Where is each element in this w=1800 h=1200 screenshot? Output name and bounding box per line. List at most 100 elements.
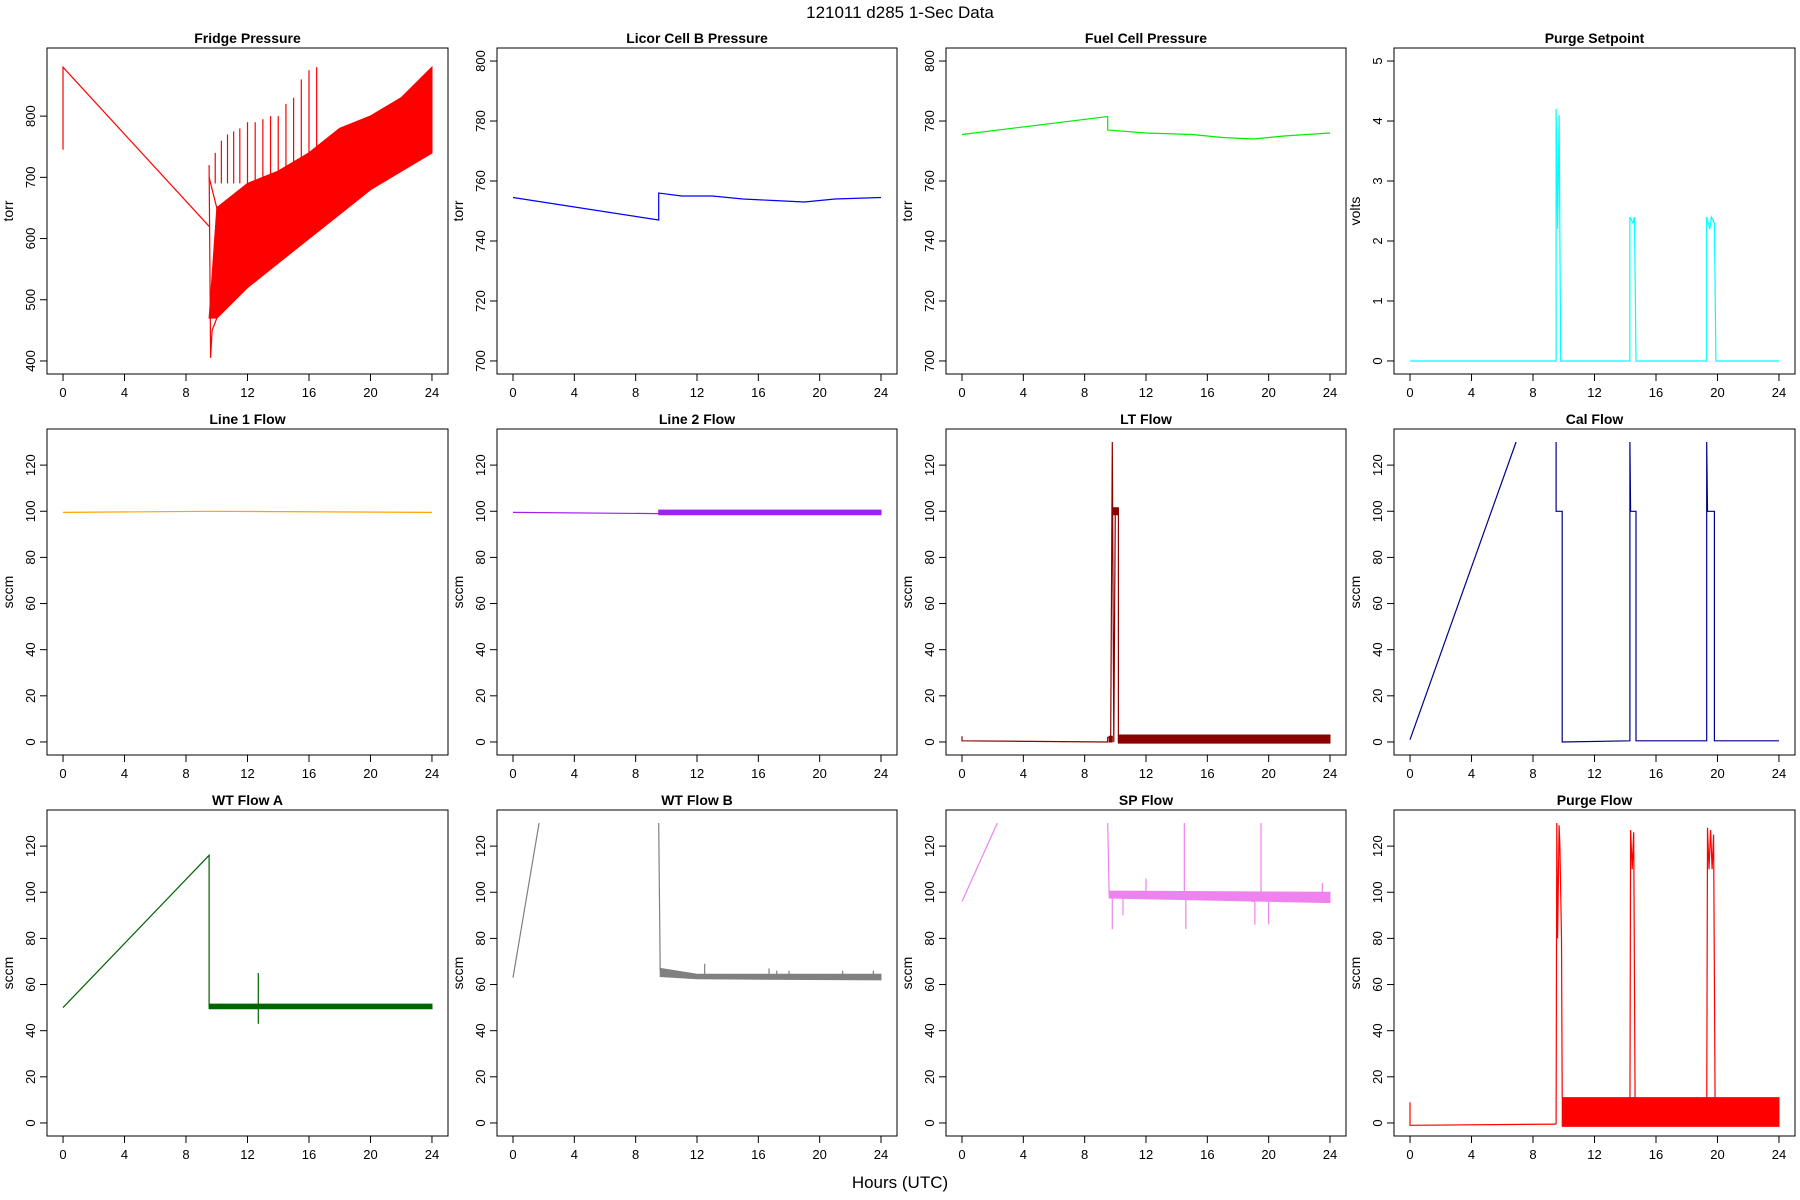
panel-title: Purge Flow bbox=[1557, 792, 1633, 808]
y-tick-label: 5 bbox=[1370, 57, 1385, 64]
chart-panel: Cal Flow sccm 0 4 8 12 16 20 24 0 20 40 60 80 100 120 bbox=[1347, 411, 1796, 781]
chart-panel: Purge Flow sccm 0 4 8 12 16 20 24 0 20 40 60 80 100 120 bbox=[1347, 792, 1796, 1162]
x-tick-label: 24 bbox=[425, 766, 439, 781]
panel-title: SP Flow bbox=[1119, 792, 1173, 808]
x-tick-label: 4 bbox=[1468, 766, 1475, 781]
y-tick-label: 20 bbox=[922, 689, 937, 703]
x-tick-label: 16 bbox=[751, 1147, 765, 1162]
y-tick-label: 20 bbox=[23, 1070, 38, 1084]
y-tick-label: 100 bbox=[922, 500, 937, 522]
y-tick-label: 120 bbox=[922, 454, 937, 476]
x-tick-label: 4 bbox=[571, 385, 578, 400]
x-tick-label: 0 bbox=[1406, 385, 1413, 400]
x-tick-label: 16 bbox=[1649, 385, 1663, 400]
x-tick-label: 12 bbox=[1587, 766, 1601, 781]
y-tick-label: 0 bbox=[23, 738, 38, 745]
x-tick-label: 20 bbox=[363, 1147, 377, 1162]
series-line bbox=[1555, 441, 1779, 743]
x-tick-label: 12 bbox=[690, 1147, 704, 1162]
y-axis-label: torr bbox=[899, 200, 915, 221]
x-tick-label: 12 bbox=[1139, 766, 1153, 781]
series-group bbox=[62, 510, 433, 514]
x-tick-label: 12 bbox=[1587, 385, 1601, 400]
x-tick-label: 8 bbox=[1529, 385, 1536, 400]
x-tick-label: 4 bbox=[571, 1147, 578, 1162]
x-tick-label: 4 bbox=[1020, 1147, 1027, 1162]
y-tick-label: 80 bbox=[922, 550, 937, 564]
x-tick-label: 4 bbox=[121, 1147, 128, 1162]
series-line bbox=[658, 822, 882, 979]
y-tick-label: 0 bbox=[1370, 357, 1385, 364]
y-tick-label: 40 bbox=[922, 1023, 937, 1037]
y-tick-label: 740 bbox=[922, 230, 937, 252]
y-tick-label: 40 bbox=[922, 642, 937, 656]
y-axis-label: sccm bbox=[899, 957, 915, 990]
x-tick-label: 8 bbox=[1081, 385, 1088, 400]
series-line bbox=[1706, 827, 1716, 1124]
x-tick-label: 20 bbox=[363, 766, 377, 781]
series-line bbox=[1107, 822, 1331, 903]
y-tick-label: 2 bbox=[1370, 237, 1385, 244]
x-tick-label: 0 bbox=[59, 766, 66, 781]
y-tick-label: 80 bbox=[473, 931, 488, 945]
y-tick-label: 60 bbox=[473, 977, 488, 991]
y-tick-label: 20 bbox=[23, 689, 38, 703]
y-axis-label: sccm bbox=[450, 957, 466, 990]
y-axis-label: volts bbox=[1347, 197, 1363, 226]
y-tick-label: 400 bbox=[23, 350, 38, 372]
x-tick-label: 12 bbox=[690, 385, 704, 400]
y-tick-label: 80 bbox=[1370, 931, 1385, 945]
y-tick-label: 60 bbox=[23, 977, 38, 991]
x-tick-label: 20 bbox=[1710, 766, 1724, 781]
x-tick-label: 12 bbox=[240, 766, 254, 781]
y-axis-label: torr bbox=[450, 200, 466, 221]
panel-title: Line 2 Flow bbox=[659, 411, 735, 427]
x-tick-label: 0 bbox=[958, 1147, 965, 1162]
x-tick-label: 4 bbox=[121, 766, 128, 781]
y-tick-label: 60 bbox=[473, 596, 488, 610]
y-tick-label: 60 bbox=[922, 977, 937, 991]
x-tick-label: 20 bbox=[812, 1147, 826, 1162]
x-tick-label: 0 bbox=[1406, 1147, 1413, 1162]
figure-title: 121011 d285 1-Sec Data bbox=[806, 3, 994, 22]
series-group bbox=[512, 192, 882, 221]
x-tick-label: 16 bbox=[751, 385, 765, 400]
x-tick-label: 16 bbox=[1649, 766, 1663, 781]
y-tick-label: 780 bbox=[473, 110, 488, 132]
y-axis-label: sccm bbox=[899, 576, 915, 609]
y-tick-label: 40 bbox=[23, 642, 38, 656]
x-tick-label: 20 bbox=[363, 385, 377, 400]
series-band bbox=[659, 967, 882, 981]
y-tick-label: 40 bbox=[473, 1023, 488, 1037]
series-group bbox=[1409, 441, 1779, 743]
series-line bbox=[1629, 829, 1636, 1124]
x-tick-label: 8 bbox=[632, 1147, 639, 1162]
y-tick-label: 720 bbox=[922, 290, 937, 312]
series-band bbox=[1561, 1097, 1780, 1127]
x-tick-label: 12 bbox=[690, 766, 704, 781]
y-tick-label: 120 bbox=[23, 454, 38, 476]
y-tick-label: 120 bbox=[1370, 835, 1385, 857]
y-tick-label: 80 bbox=[473, 550, 488, 564]
x-tick-label: 8 bbox=[632, 385, 639, 400]
x-tick-label: 12 bbox=[240, 1147, 254, 1162]
x-tick-label: 0 bbox=[509, 385, 516, 400]
y-axis-label: sccm bbox=[450, 576, 466, 609]
x-tick-label: 20 bbox=[1710, 1147, 1724, 1162]
x-tick-label: 4 bbox=[1020, 766, 1027, 781]
plot-frame bbox=[1393, 428, 1796, 756]
y-axis-label: sccm bbox=[0, 576, 16, 609]
x-tick-label: 12 bbox=[240, 385, 254, 400]
series-line bbox=[62, 65, 210, 227]
plot-frame bbox=[496, 47, 898, 375]
y-tick-label: 80 bbox=[922, 931, 937, 945]
x-tick-label: 24 bbox=[874, 385, 888, 400]
y-tick-label: 40 bbox=[473, 642, 488, 656]
x-tick-label: 4 bbox=[1020, 385, 1027, 400]
series-line bbox=[961, 441, 1331, 743]
x-tick-label: 24 bbox=[425, 385, 439, 400]
y-tick-label: 80 bbox=[23, 931, 38, 945]
x-tick-label: 4 bbox=[1468, 1147, 1475, 1162]
plot-frame bbox=[496, 809, 898, 1137]
